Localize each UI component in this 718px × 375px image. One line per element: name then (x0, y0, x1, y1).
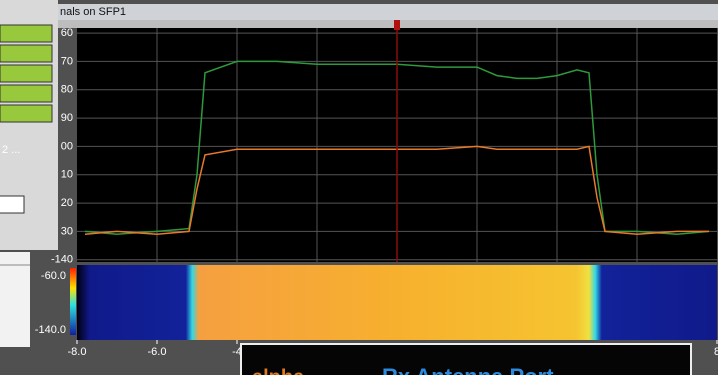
screen: nals on SFP1 2 ... 60 70 80 90 00 10 20 30 -140 -… (0, 0, 718, 375)
x-tick-label: 8 (714, 346, 718, 358)
button[interactable] (0, 196, 24, 213)
y-tick-label: 00 (61, 140, 73, 152)
overlay-title: Rx Antenna Port (382, 364, 554, 375)
side-text: 2 ... (2, 144, 20, 156)
title-bar (58, 4, 718, 20)
side-panel-lower (0, 252, 30, 347)
status-box (0, 25, 52, 42)
overlay-brand: alpha (252, 366, 305, 375)
status-box (0, 45, 52, 62)
y-tick-label: 30 (61, 225, 73, 237)
y-tick-label: -140 (51, 254, 73, 266)
scale-label: -60.0 (41, 270, 66, 282)
x-tick-label: -8.0 (68, 346, 87, 358)
y-tick-label: 80 (61, 84, 73, 96)
status-box (0, 85, 52, 102)
scale-label: -140.0 (35, 324, 66, 336)
y-tick-label: 10 (61, 169, 73, 181)
page: nals on SFP1 2 ... 60 70 80 90 00 10 20 30 -140 -… (0, 0, 718, 375)
marker-strip (58, 20, 718, 28)
status-box (0, 65, 52, 82)
color-scale (70, 268, 76, 335)
waterfall (77, 265, 717, 340)
y-tick-label: 60 (61, 27, 73, 39)
y-tick-label: 70 (61, 55, 73, 67)
x-tick-label: -6.0 (148, 346, 167, 358)
y-tick-label: 90 (61, 112, 73, 124)
y-tick-label: 20 (61, 197, 73, 209)
status-box (0, 105, 52, 122)
window-title: nals on SFP1 (60, 6, 126, 18)
marker-handle (394, 20, 400, 30)
